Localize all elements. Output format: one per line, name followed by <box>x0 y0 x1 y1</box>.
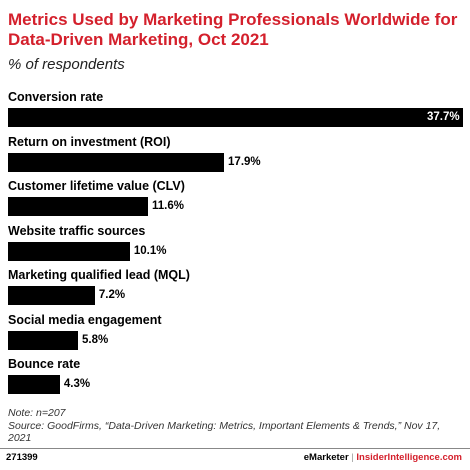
bar <box>8 152 225 172</box>
bar-row: Social media engagement 5.8% <box>8 313 463 357</box>
bar <box>8 197 148 216</box>
brand-separator: | <box>351 452 354 463</box>
bar-category-label: Website traffic sources <box>8 223 146 238</box>
note-text: Note: n=207 <box>8 407 66 419</box>
bar-value-label: 17.9% <box>228 155 261 168</box>
chart-subtitle: % of respondents <box>8 56 125 73</box>
bar-row: Marketing qualified lead (MQL) 7.2% <box>8 268 463 312</box>
bar-row: Conversion rate 37.7% <box>8 90 463 134</box>
bar <box>8 241 130 261</box>
bar <box>8 286 95 305</box>
source-text: Source: GoodFirms, “Data-Driven Marketin… <box>8 419 441 445</box>
bar <box>8 375 60 394</box>
bar-category-label: Return on investment (ROI) <box>8 134 171 149</box>
chart-notes: Note: n=207 Source: GoodFirms, “Data-Dri… <box>8 407 463 445</box>
bar <box>8 108 463 127</box>
bar-value-label: 11.6% <box>152 200 184 212</box>
brand-insiderintelligence: InsiderIntelligence.com <box>356 452 462 463</box>
bar-category-label: Bounce rate <box>8 357 81 371</box>
bar-value-label: 4.3% <box>63 378 91 390</box>
bar-row: Website traffic sources 10.1% <box>8 224 463 268</box>
bar-category-label: Customer lifetime value (CLV) <box>8 179 185 193</box>
bar <box>8 330 78 350</box>
bar-value-label: 5.8% <box>82 333 109 346</box>
bar-row: Customer lifetime value (CLV) 11.6% <box>8 179 463 223</box>
bar-category-label: Conversion rate <box>8 90 104 104</box>
bar-value-label: 7.2% <box>98 289 126 301</box>
footer-brand: eMarketer | InsiderIntelligence.com <box>304 452 462 463</box>
chart-id: 271399 <box>6 452 38 463</box>
chart-title: Metrics Used by Marketing Professionals … <box>8 10 458 49</box>
bar-category-label: Social media engagement <box>8 312 162 327</box>
bar-row: Bounce rate 4.3% <box>8 357 463 401</box>
bar-value-label: 37.7% <box>427 111 460 123</box>
bar-value-label: 10.1% <box>133 244 167 257</box>
bar-row: Return on investment (ROI) 17.9% <box>8 135 463 179</box>
bar-category-label: Marketing qualified lead (MQL) <box>8 268 190 282</box>
footer-divider <box>0 448 470 449</box>
brand-emarketer: eMarketer <box>303 452 349 463</box>
